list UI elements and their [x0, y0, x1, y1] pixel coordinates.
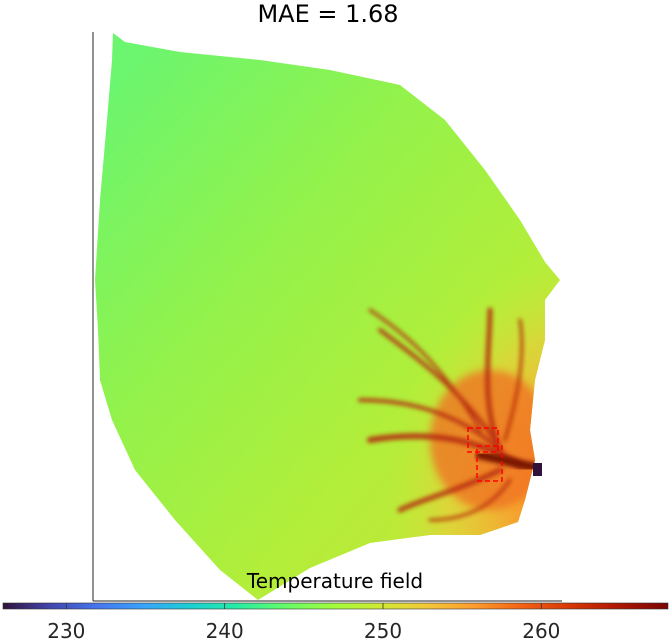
temperature-field	[95, 33, 560, 600]
colorbar-tick-label: 250	[364, 619, 402, 643]
chart-title: MAE = 1.68	[257, 0, 398, 28]
colorbar-tick-label: 230	[47, 619, 85, 643]
colorbar-label: Temperature field	[246, 569, 423, 593]
colorbar-tick-label: 260	[522, 619, 560, 643]
colorbar	[3, 603, 668, 609]
colorbar-tick-label: 240	[206, 619, 244, 643]
highlight-box	[467, 427, 503, 482]
cold-spot	[533, 463, 542, 476]
colorbar-ticks: 230 240 250 260	[47, 603, 560, 643]
hot-streaks	[358, 307, 524, 522]
colorbar-frame	[2, 602, 669, 610]
